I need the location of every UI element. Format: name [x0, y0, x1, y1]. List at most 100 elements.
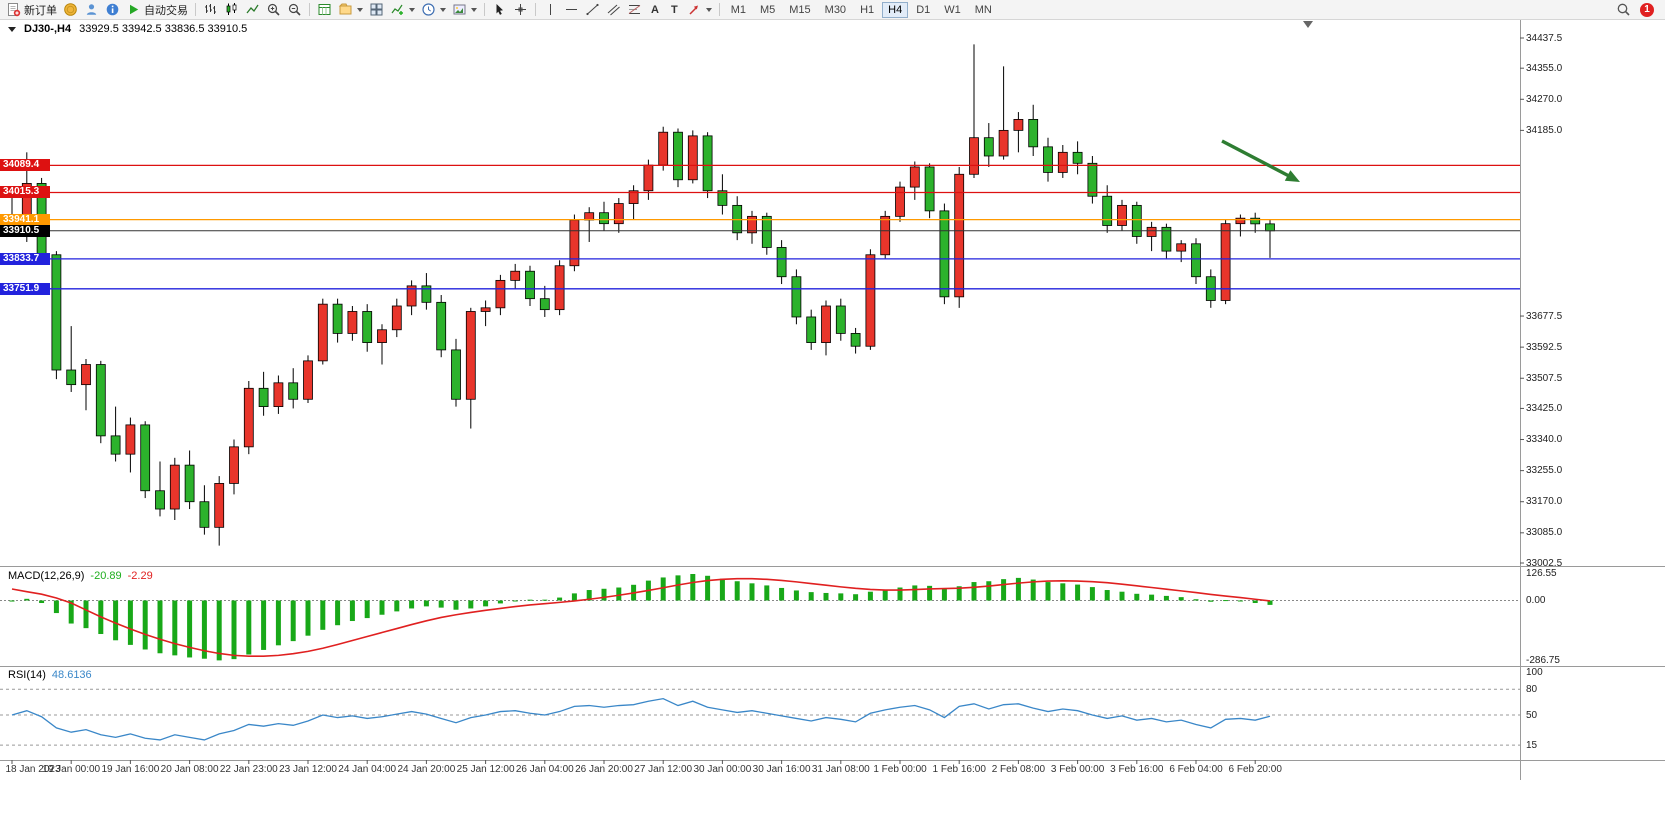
profiles-button[interactable]	[335, 1, 366, 18]
price-lines	[0, 164, 1520, 290]
new-order-icon	[8, 3, 21, 17]
line-chart-icon	[246, 4, 259, 14]
text-tool-letter: A	[651, 3, 659, 16]
coin-icon	[64, 3, 77, 16]
search-button[interactable]	[1613, 1, 1634, 18]
timeframe-button-mn[interactable]: MN	[974, 3, 992, 16]
dropdown-caret	[705, 7, 712, 12]
autotrading-play-icon	[130, 4, 139, 15]
timeframe-button-m15[interactable]: M15	[789, 3, 811, 16]
trend-arrow-annotation	[1221, 139, 1300, 182]
rsi-name: RSI(14)	[8, 669, 46, 681]
dropdown-caret	[440, 7, 446, 12]
rsi-indicator-label: RSI(14) 48.6136	[8, 669, 92, 681]
cursor-icon	[496, 4, 503, 15]
autotrading-button[interactable]: 自动交易	[123, 1, 191, 19]
one-click-trading-collapse-icon[interactable]	[8, 26, 16, 32]
coin-button[interactable]	[60, 1, 81, 18]
timeframe-button-h4[interactable]: H4	[882, 1, 909, 18]
chart-shift-marker	[1303, 21, 1313, 28]
macd-main-value: -20.89	[90, 570, 122, 582]
notification-badge[interactable]: 1	[1640, 2, 1654, 17]
vertical-line-tool-button[interactable]	[540, 1, 561, 18]
timeframe-button-h1[interactable]: H1	[860, 3, 875, 16]
toolbar-separator	[718, 3, 720, 16]
crosshair-icon	[515, 4, 526, 15]
time-axis	[11, 760, 1256, 764]
template-image-icon	[453, 4, 466, 15]
trendline-tool-button[interactable]	[582, 1, 603, 18]
search-icon	[1617, 3, 1630, 16]
line-chart-mode-button[interactable]	[242, 1, 263, 18]
periods-button[interactable]	[418, 1, 449, 18]
zoom-out-button[interactable]	[284, 1, 305, 18]
zoom-in-icon	[267, 3, 280, 16]
cursor-button[interactable]	[489, 1, 510, 18]
profiles-folder-icon	[338, 3, 352, 15]
add-indicator-icon	[391, 4, 403, 15]
timeframe-button-m30[interactable]: M30	[824, 3, 847, 16]
info-icon	[106, 3, 119, 16]
crosshair-button[interactable]	[510, 1, 531, 18]
symbol-quote-label: DJ30-,H4 33929.5 33942.5 33836.5 33910.5	[8, 23, 247, 35]
trendline-icon	[586, 3, 599, 16]
bar-chart-mode-button[interactable]	[200, 1, 221, 18]
autotrading-label: 自动交易	[144, 4, 188, 17]
candlestick-mode-button[interactable]	[221, 1, 242, 18]
arrow-shape-icon	[689, 5, 698, 15]
timeframe-button-m5[interactable]: M5	[759, 3, 776, 16]
fibonacci-tool-button[interactable]	[624, 1, 645, 18]
bar-chart-icon	[205, 4, 216, 14]
candlesticks	[7, 44, 1275, 546]
tile-windows-icon	[370, 3, 383, 16]
candlestick-icon	[226, 3, 237, 15]
dropdown-caret	[357, 7, 363, 12]
new-chart-icon	[318, 4, 331, 15]
channel-tool-button[interactable]	[603, 1, 624, 18]
rsi-panel	[0, 688, 1520, 746]
templates-button[interactable]	[449, 1, 480, 18]
timeframe-button-w1[interactable]: W1	[944, 3, 961, 16]
quote-ohlc-text: 33929.5 33942.5 33836.5 33910.5	[79, 23, 248, 35]
toolbar-separator	[195, 3, 196, 16]
toolbar-separator	[484, 3, 485, 16]
macd-name: MACD(12,26,9)	[8, 570, 85, 582]
symbol-period-text: DJ30-,H4	[24, 23, 72, 35]
new-order-button[interactable]: 新订单	[3, 1, 60, 19]
horizontal-line-icon	[566, 9, 577, 10]
fibonacci-icon	[628, 5, 641, 14]
panel-borders	[0, 19, 1665, 780]
dropdown-caret	[409, 7, 415, 12]
user-icon	[86, 4, 97, 15]
toolbar: 新订单 自动交易 A T M1 M5 M15 M30 H1 H4 D1 W1 MN 1	[0, 0, 1665, 20]
timeframe-group: M1 M5 M15 M30 H1 H4 D1 W1 MN	[724, 1, 999, 18]
timeframe-button-d1[interactable]: D1	[916, 3, 931, 16]
rsi-value: 48.6136	[51, 669, 92, 681]
shapes-tool-button[interactable]	[684, 1, 715, 18]
new-chart-button[interactable]	[314, 1, 335, 18]
horizontal-line-tool-button[interactable]	[561, 1, 582, 18]
user-button[interactable]	[81, 1, 102, 18]
new-order-label: 新订单	[24, 4, 57, 17]
scale-ticks	[1520, 37, 1524, 564]
label-tool-letter: T	[670, 3, 678, 16]
dropdown-caret	[471, 7, 477, 12]
label-tool-button[interactable]: T	[665, 3, 684, 17]
indicators-button[interactable]	[387, 1, 418, 18]
info-button[interactable]	[102, 1, 123, 18]
macd-signal-value: -2.29	[127, 570, 153, 582]
toolbar-separator	[309, 3, 310, 16]
vertical-line-icon	[550, 4, 551, 15]
macd-indicator-label: MACD(12,26,9) -20.89 -2.29	[8, 570, 153, 582]
zoom-in-button[interactable]	[263, 1, 284, 18]
tile-windows-button[interactable]	[366, 1, 387, 18]
timeframe-button-m1[interactable]: M1	[730, 3, 746, 16]
clock-icon	[422, 3, 435, 16]
macd-panel	[0, 574, 1520, 661]
zoom-out-icon	[288, 3, 301, 16]
channel-icon	[607, 4, 620, 16]
text-tool-button[interactable]: A	[645, 3, 665, 17]
toolbar-separator	[535, 3, 536, 16]
